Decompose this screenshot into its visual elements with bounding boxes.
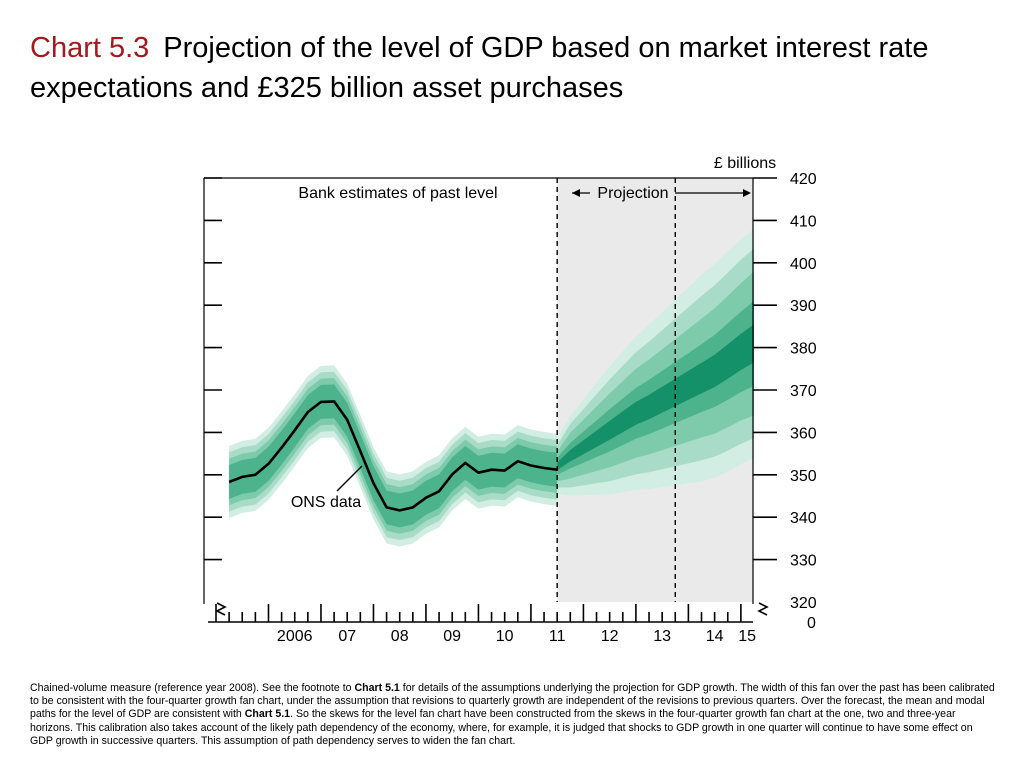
- chart-footnote: Chained-volume measure (reference year 2…: [30, 682, 998, 748]
- chart-number: Chart 5.3: [30, 32, 150, 64]
- ons-data-line: [228, 400, 558, 512]
- projection-label: Projection: [597, 185, 668, 202]
- past-estimates-label: Bank estimates of past level: [298, 185, 497, 202]
- y-tick-label-370: 370: [790, 383, 817, 400]
- projection-arrowhead-right: [743, 189, 751, 197]
- x-tick-label-09: 09: [443, 628, 461, 645]
- x-tick-label-14: 14: [706, 628, 724, 645]
- projection-fan-center-band: [557, 324, 754, 471]
- footnote-part-3: . So the skews for the level fan chart h…: [30, 708, 973, 747]
- y-tick-label-360: 360: [790, 425, 817, 442]
- right-axis-break: [757, 602, 769, 616]
- footnote-chart-ref-2: Chart 5.1: [244, 708, 291, 721]
- x-tick-label-10: 10: [496, 628, 514, 645]
- footnote-part-1: Chained-volume measure (reference year 2…: [30, 682, 355, 694]
- y-tick-label-340: 340: [790, 510, 817, 527]
- y-tick-label-330: 330: [790, 553, 817, 570]
- projection-arrowhead-left: [572, 189, 580, 197]
- x-tick-label-12: 12: [601, 628, 619, 645]
- x-tick-label-15: 15: [738, 628, 756, 645]
- x-tick-label-11: 11: [549, 628, 566, 645]
- x-tick-label-2006: 2006: [277, 628, 313, 645]
- y-tick-label-410: 410: [790, 213, 817, 230]
- fan-chart: 330 340 350 360 370 380 390 400 410 420 320 0 2006 07…: [203, 155, 817, 645]
- y-tick-label-zero: 0: [807, 615, 816, 632]
- footnote-chart-ref-1: Chart 5.1: [354, 682, 400, 694]
- ons-data-label: ONS data: [291, 494, 361, 511]
- past-fan-band-4: [229, 384, 558, 528]
- x-tick-label-13: 13: [653, 628, 671, 645]
- chart-title: Chart 5.3 Projection of the level of GDP …: [30, 28, 990, 108]
- footnote-part-2: for details of the assumptions underlyin…: [30, 682, 995, 721]
- ons-data-pointer: [336, 465, 363, 492]
- y-tick-label-350: 350: [790, 468, 817, 485]
- y-tick-label-420: 420: [790, 171, 817, 188]
- y-tick-label-bottom: 320: [790, 595, 817, 612]
- left-axis-break: [215, 602, 227, 616]
- x-tick-label-08: 08: [391, 628, 409, 645]
- chart-title-text: Projection of the level of GDP based on …: [30, 32, 929, 104]
- x-tick-label-07: 07: [338, 628, 356, 645]
- y-tick-label-390: 390: [790, 298, 817, 315]
- y-tick-label-380: 380: [790, 341, 817, 358]
- unit-label: £ billions: [714, 155, 776, 172]
- y-tick-label-400: 400: [790, 256, 817, 273]
